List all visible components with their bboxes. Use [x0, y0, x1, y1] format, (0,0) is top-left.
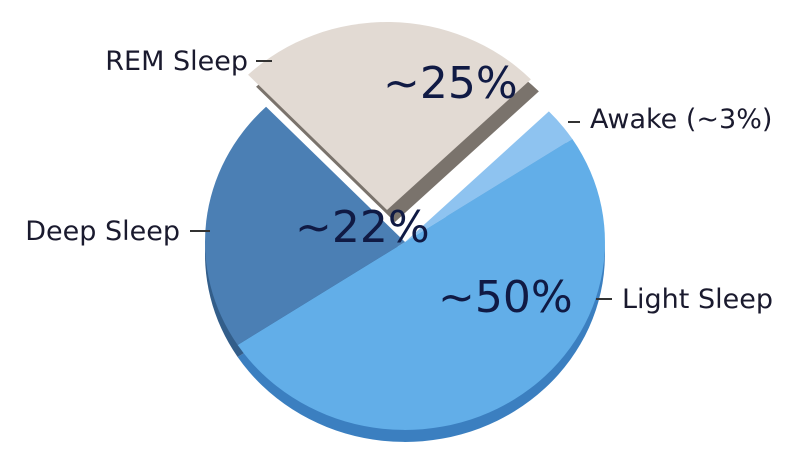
pie-slice-awake-3[interactable]	[405, 111, 573, 242]
slice-label-rem-sleep: REM Sleep	[105, 46, 248, 77]
slice-label-awake-3: Awake (~3%)	[590, 104, 772, 135]
slice-label-light-sleep: Light Sleep	[622, 284, 773, 315]
pie-slice-deep-sleep[interactable]	[204, 106, 405, 345]
value-label-deep-sleep: ~22%	[295, 202, 430, 253]
value-label-rem-sleep: ~25%	[383, 58, 518, 109]
slice-label-deep-sleep: Deep Sleep	[25, 216, 180, 247]
pie-slice-light-sleep[interactable]	[237, 139, 605, 430]
pie-slice-rem-sleep[interactable]	[248, 22, 531, 210]
value-label-light-sleep: ~50%	[438, 272, 573, 323]
